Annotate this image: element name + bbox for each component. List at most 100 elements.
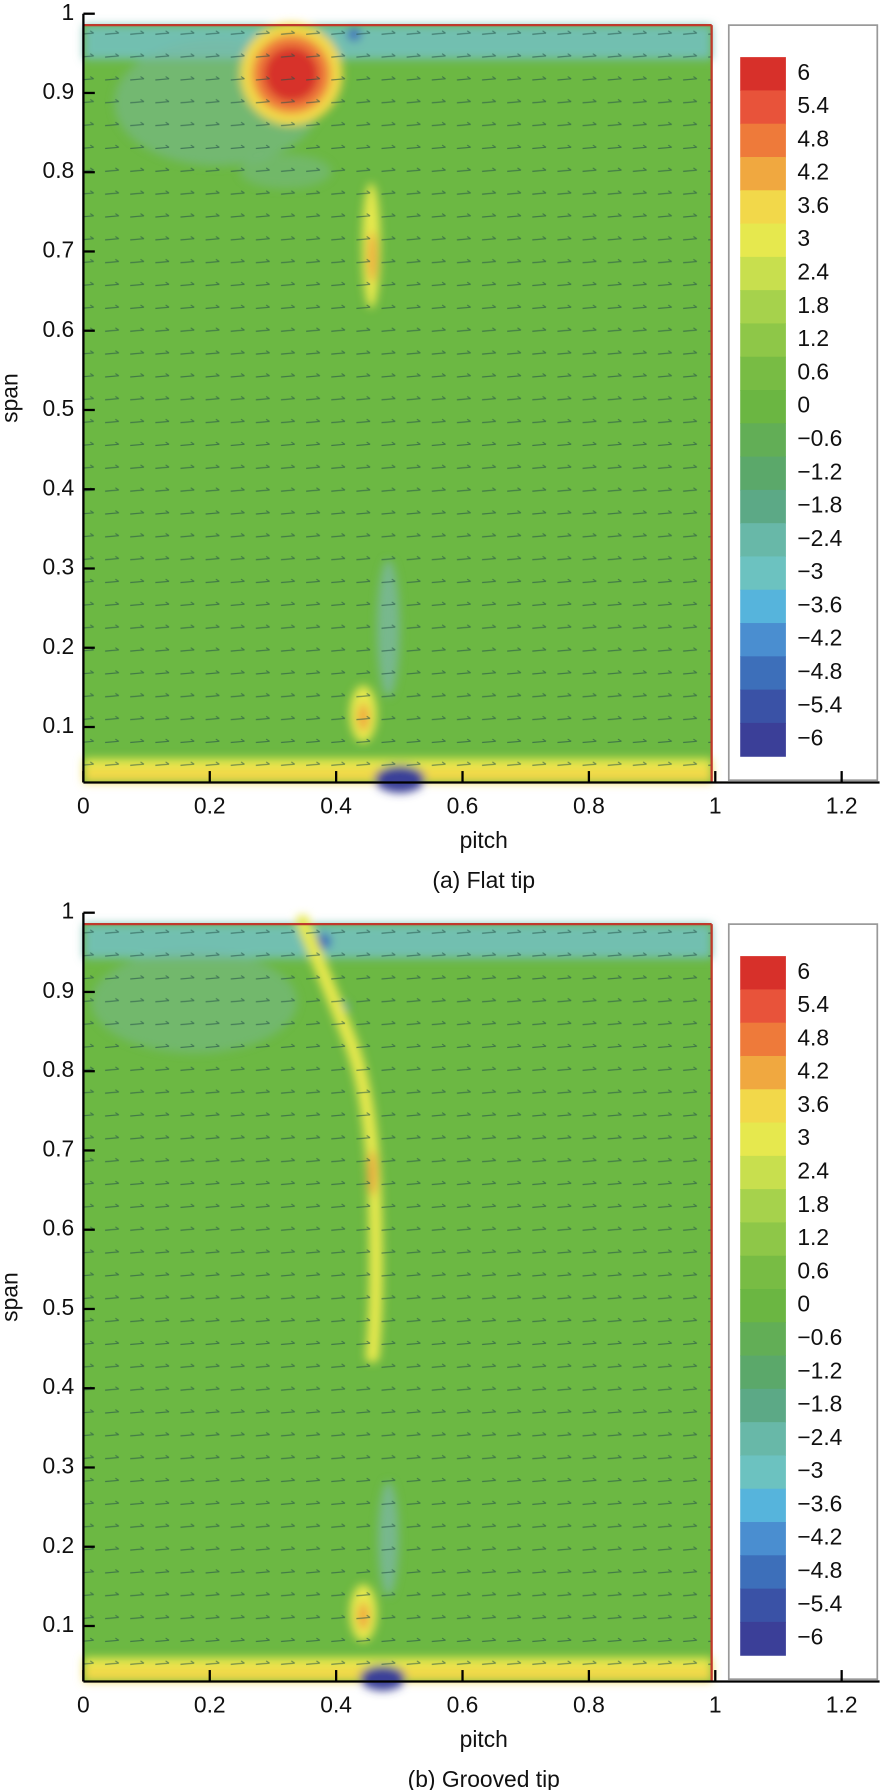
x-tick-label: 0.6 [447, 793, 479, 819]
x-tick-label: 0.4 [320, 1692, 352, 1718]
x-tick-label: 0 [77, 1692, 90, 1718]
colorbar-swatch [740, 1621, 786, 1656]
colorbar-label: −2.4 [797, 525, 842, 551]
colorbar-swatch [740, 1089, 786, 1124]
colorbar-swatch [740, 1522, 786, 1556]
x-tick-label: 1 [709, 793, 722, 819]
colorbar-swatch [740, 956, 786, 990]
colorbar-label: 1.8 [797, 292, 829, 318]
y-tick-label: 0.8 [43, 1056, 75, 1082]
colorbar-label: −0.6 [797, 425, 842, 451]
panel-a: 6 5.4 4.8 4.2 3.6 3 2.4 1.8 1.2 0.6 0 −0.6 −1.2 −1.8 −… [0, 0, 880, 893]
colorbar-swatch [740, 1355, 786, 1390]
colorbar-label: 3.6 [797, 192, 829, 218]
colorbar-label: 0.6 [797, 358, 829, 384]
colorbar-swatch [740, 1555, 786, 1590]
colorbar-swatch [740, 489, 786, 524]
y-tick-label: 0.7 [43, 237, 75, 263]
colorbar-label: 6 [797, 59, 810, 85]
colorbar-swatch [740, 589, 786, 624]
colorbar-swatch [740, 1255, 786, 1290]
colorbar-label: −3.6 [797, 1490, 842, 1516]
colorbar-label: −4.8 [797, 1557, 842, 1583]
y-tick-label: 0.3 [43, 554, 75, 580]
y-axis-label: span [0, 373, 22, 423]
colorbar-label: −4.2 [797, 625, 842, 651]
colorbar-swatch [740, 90, 786, 125]
colorbar-label: 2.4 [797, 259, 829, 285]
colorbar-label: −6 [797, 725, 823, 751]
y-tick-label: 0.1 [43, 712, 75, 738]
colorbar-swatch [740, 156, 786, 191]
colorbar-swatch [740, 1289, 786, 1323]
colorbar-label: 3 [797, 225, 810, 251]
colorbar-swatch [740, 1588, 786, 1623]
y-tick-label: 0.8 [43, 157, 75, 183]
vector-field [83, 25, 712, 783]
colorbar-label: 4.8 [797, 1024, 829, 1050]
panel-caption: (a) Flat tip [432, 867, 535, 893]
y-tick-label: 0.4 [43, 474, 75, 500]
colorbar-label: −1.2 [797, 458, 842, 484]
colorbar-label: −1.8 [797, 1391, 842, 1417]
colorbar-swatch [740, 57, 786, 91]
x-tick-label: 0.8 [573, 793, 605, 819]
x-tick-label: 0.8 [573, 1692, 605, 1718]
y-tick-label: 0.9 [43, 977, 75, 1003]
colorbar-swatch [740, 1189, 786, 1223]
colorbar-label: 4.2 [797, 1058, 829, 1084]
y-tick-label: 1 [62, 898, 75, 924]
colorbar-swatch [740, 1488, 786, 1523]
x-tick-label: 0.6 [447, 1692, 479, 1718]
colorbar-label: 0 [797, 1291, 810, 1317]
colorbar-swatch [740, 390, 786, 424]
x-tick-label: 0.2 [194, 793, 226, 819]
colorbar-label: 3 [797, 1124, 810, 1150]
colorbar-label: 2.4 [797, 1158, 829, 1184]
colorbar-swatch [740, 1388, 786, 1423]
colorbar-label: −0.6 [797, 1324, 842, 1350]
y-tick-label: 0.2 [43, 1532, 75, 1558]
colorbar-label: −3.6 [797, 591, 842, 617]
colorbar-swatch [740, 1155, 786, 1190]
colorbar-label: −1.2 [797, 1357, 842, 1383]
y-tick-label: 0.5 [43, 395, 75, 421]
colorbar-swatch [740, 556, 786, 591]
colorbar-swatch [740, 1122, 786, 1157]
y-axis-label: span [0, 1272, 22, 1322]
colorbar-swatch [740, 323, 786, 358]
colorbar-swatch [740, 523, 786, 558]
colorbar-swatch [740, 1422, 786, 1457]
colorbar-label: 1.8 [797, 1191, 829, 1217]
y-tick-label: 0.6 [43, 1215, 75, 1241]
colorbar-label: −5.4 [797, 1590, 842, 1616]
x-tick-label: 1.2 [826, 793, 858, 819]
colorbar-label: 3.6 [797, 1091, 829, 1117]
colorbar-swatch [740, 656, 786, 691]
x-tick-label: 1 [709, 1692, 722, 1718]
y-tick-label: 0.4 [43, 1373, 75, 1399]
vector-field [83, 924, 712, 1682]
colorbar-label: 1.2 [797, 1224, 829, 1250]
y-tick-label: 0.2 [43, 633, 75, 659]
colorbar-label: −1.8 [797, 492, 842, 518]
y-tick-label: 0.1 [43, 1611, 75, 1637]
colorbar-swatch [740, 1322, 786, 1357]
colorbar-label: 6 [797, 958, 810, 984]
colorbar-swatch [740, 456, 786, 491]
y-tick-label: 0.5 [43, 1294, 75, 1320]
x-tick-label: 1.2 [826, 1692, 858, 1718]
colorbar-swatch [740, 689, 786, 724]
colorbar-label: 5.4 [797, 92, 829, 118]
colorbar-label: −3 [797, 558, 823, 584]
colorbar-swatch [740, 190, 786, 225]
y-tick-label: 0.3 [43, 1453, 75, 1479]
colorbar-swatch [740, 1455, 786, 1490]
colorbar-label: −6 [797, 1624, 823, 1650]
colorbar-swatch [740, 356, 786, 391]
colorbar-label: −3 [797, 1457, 823, 1483]
colorbar-label: 0 [797, 392, 810, 418]
